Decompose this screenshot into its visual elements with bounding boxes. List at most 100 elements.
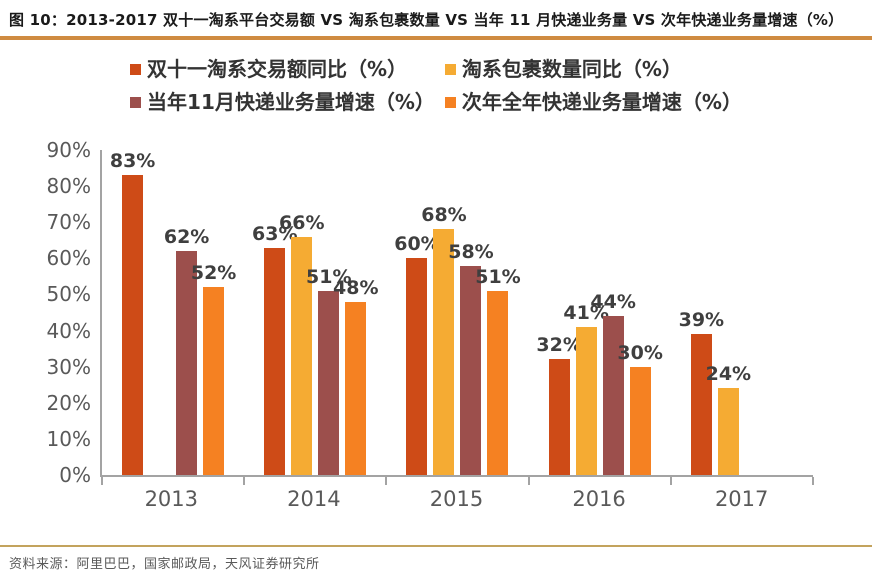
bar-slot: 39%: [679, 150, 724, 475]
bar-2013-series1: 83%: [110, 150, 155, 475]
bar-slot: 63%: [252, 150, 298, 475]
bar-slot: 48%: [333, 150, 379, 475]
bar-value-label: 51%: [306, 265, 352, 288]
bar-slot: 68%: [421, 150, 467, 475]
bar-slot: 41%: [563, 150, 609, 475]
bar-group-2016: 32% 41% 44% 30%: [529, 150, 671, 475]
bar-2014-series1: 63%: [252, 223, 298, 475]
y-axis-tick-label: 80%: [46, 174, 91, 199]
bar-value-label: 32%: [536, 334, 582, 357]
bar-value-label: 24%: [705, 363, 752, 386]
legend-marker-icon: [130, 96, 142, 108]
bar-value-label: 52%: [190, 262, 237, 285]
bar-2014-series4: 48%: [333, 277, 379, 475]
x-axis-label-2013: 2013: [144, 487, 199, 511]
footer-divider: [0, 545, 872, 547]
legend-marker-icon: [444, 63, 456, 75]
bar-2013-series3: 62%: [164, 226, 209, 475]
bar-group-2014: 63% 66% 51% 48%: [244, 150, 386, 475]
y-axis-tick-label: 70%: [46, 210, 91, 235]
plot-area: 83% 62% 52% 63% 66% 51% 48% 60% 68% 58% 51% 32% 41% 4…: [47, 138, 814, 487]
y-axis-tick-label: 40%: [46, 318, 91, 343]
bar-value-label: 66%: [279, 211, 325, 234]
bar-group-2017: 39% 24%: [671, 150, 813, 475]
x-axis-tick: [101, 477, 103, 485]
source-note: 资料来源：阿里巴巴，国家邮政局，天风证券研究所: [9, 557, 320, 572]
y-axis-tick-label: 50%: [46, 282, 91, 307]
bar-group-2013: 83% 62% 52%: [102, 150, 244, 475]
bar-slot: [772, 150, 793, 475]
legend-label: 淘系包裹数量同比（%）: [461, 57, 682, 81]
x-axis-tick: [812, 477, 814, 485]
y-axis-tick-label: 0%: [59, 463, 91, 487]
bar-slot: 44%: [590, 150, 636, 475]
bar-2016-series4: 30%: [617, 342, 663, 475]
bar-value-label: 44%: [590, 291, 636, 314]
bar-value-label: 63%: [252, 222, 298, 245]
y-axis-tick-label: 60%: [46, 246, 91, 271]
bar-value-label: 62%: [163, 226, 210, 249]
x-axis-tick: [527, 477, 530, 485]
bar-value-label: 41%: [563, 301, 609, 324]
bar-slot: 83%: [110, 150, 155, 475]
x-axis-tick: [243, 477, 246, 485]
bar-value-label: 68%: [421, 204, 467, 227]
x-axis-label-2015: 2015: [429, 487, 484, 511]
legend-marker-icon: [444, 96, 456, 108]
bar-value-label: 83%: [109, 150, 156, 173]
bar-value-label: 48%: [333, 276, 379, 299]
y-axis-tick-label: 10%: [46, 426, 91, 451]
bar-slot: 52%: [191, 150, 236, 475]
legend-item-3: 当年11月快递业务量增速（%）: [130, 88, 435, 116]
legend-item-4: 次年全年快递业务量增速（%）: [444, 88, 742, 116]
bar-2016-series2: 41%: [563, 302, 609, 475]
bar-2016-series3: 44%: [590, 291, 636, 475]
y-axis-tick-label: 30%: [46, 354, 91, 379]
bar-value-label: 60%: [394, 233, 440, 256]
bar-slot: 51%: [306, 150, 352, 475]
y-axis-tick-label: 20%: [46, 390, 91, 415]
legend-label: 双十一淘系交易额同比（%）: [147, 57, 408, 81]
legend-marker-icon: [130, 63, 142, 75]
title-divider: [0, 36, 872, 40]
bar-slot: 62%: [164, 150, 209, 475]
x-axis-tick: [669, 477, 672, 485]
bar-slot: 30%: [617, 150, 663, 475]
bar-slot: 58%: [448, 150, 494, 475]
bar-slot: 51%: [475, 150, 521, 475]
bar-groups: 83% 62% 52% 63% 66% 51% 48% 60% 68% 58% 51% 32% 41% 4…: [102, 150, 813, 475]
bar-2016-series1: 32%: [536, 334, 582, 475]
chart-legend: 双十一淘系交易额同比（%） 淘系包裹数量同比（%） 当年11月快递业务量增速（%） 次…: [0, 55, 872, 116]
legend-label: 次年全年快递业务量增速（%）: [461, 90, 742, 114]
bar-slot: 32%: [536, 150, 582, 475]
x-axis-label-2017: 2017: [714, 487, 769, 511]
y-axis-tick-label: 90%: [46, 138, 91, 162]
bar-2015-series1: 60%: [394, 233, 440, 475]
bar-slot: [149, 150, 170, 475]
x-axis-tick: [385, 477, 388, 485]
bar-value-label: 58%: [448, 240, 494, 263]
bar-slot: 60%: [394, 150, 440, 475]
bar-slot: 24%: [706, 150, 751, 475]
legend-item-1: 双十一淘系交易额同比（%）: [130, 55, 435, 83]
bar-2013-series4: 52%: [191, 262, 236, 475]
bar-value-label: 30%: [617, 341, 663, 364]
legend-label: 当年11月快递业务量增速（%）: [147, 90, 435, 114]
bar-slot: 66%: [279, 150, 325, 475]
bar-2014-series3: 51%: [306, 266, 352, 475]
bar-2017-series1: 39%: [679, 309, 724, 475]
bar-value-label: 51%: [475, 265, 521, 288]
bar-group-2015: 60% 68% 58% 51%: [386, 150, 528, 475]
x-axis-label-2016: 2016: [572, 487, 626, 511]
figure-title: 图 10：2013-2017 双十一淘系平台交易额 VS 淘系包裹数量 VS 当…: [9, 11, 844, 29]
bar-2014-series2: 66%: [279, 212, 325, 475]
bar-slot: [745, 150, 766, 475]
bar-2015-series3: 58%: [448, 241, 494, 475]
x-axis-label-2014: 2014: [287, 487, 341, 511]
bar-2017-series2: 24%: [706, 363, 751, 475]
bar-chart: 83% 62% 52% 63% 66% 51% 48% 60% 68% 58% 51% 32% 41% 4…: [0, 138, 872, 511]
x-axis-labels: 2013 2014 2015 2016 2017: [100, 487, 813, 511]
bar-2015-series4: 51%: [475, 266, 521, 475]
legend-item-2: 淘系包裹数量同比（%）: [444, 55, 742, 83]
